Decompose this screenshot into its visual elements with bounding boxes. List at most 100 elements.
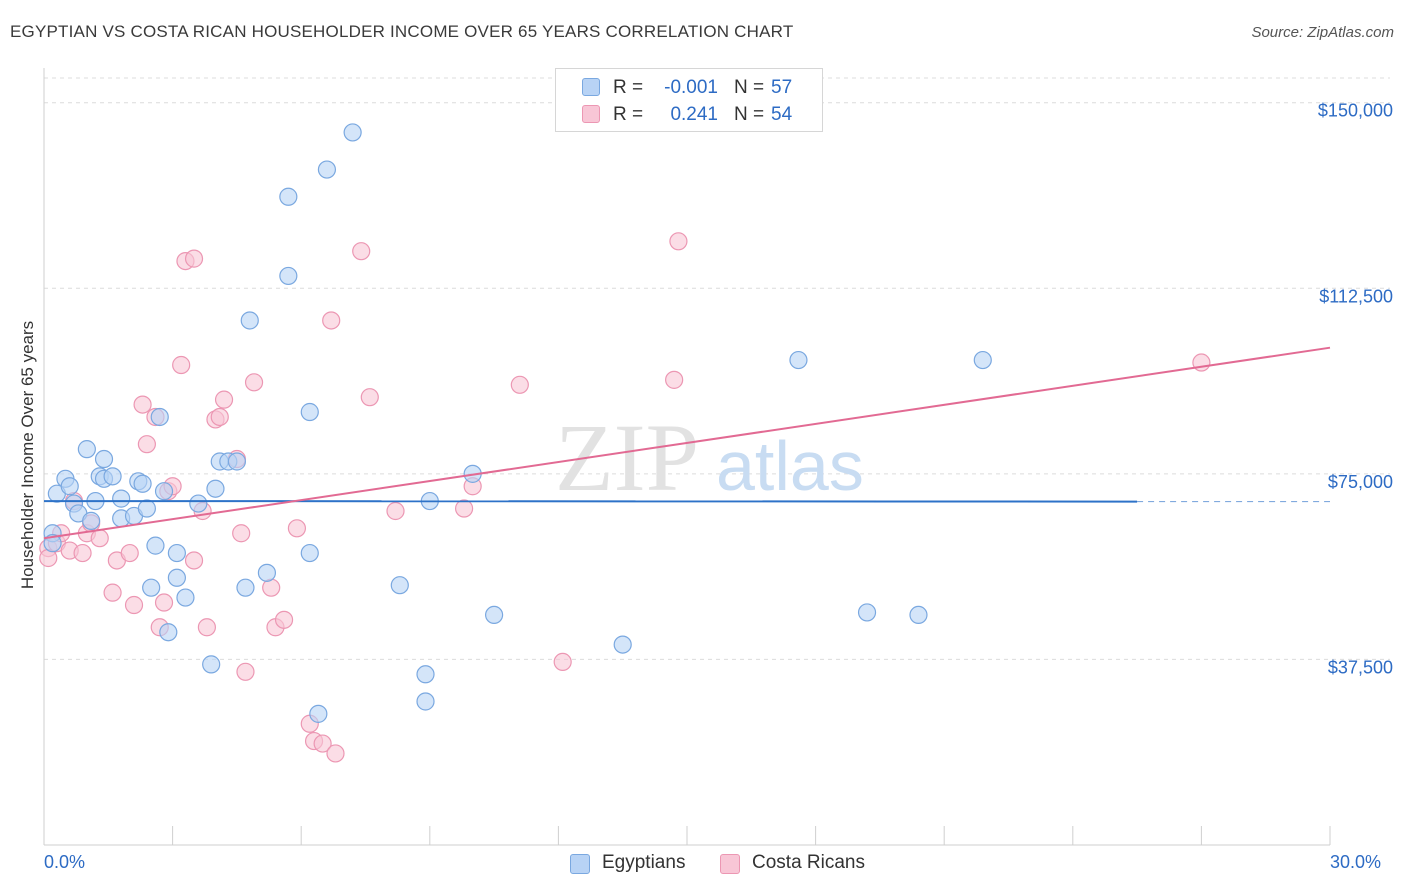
egyptian-point <box>167 568 186 587</box>
costa-rican-point <box>553 652 572 672</box>
egyptian-point <box>236 578 255 597</box>
egyptian-point <box>300 543 319 563</box>
costa-rican-point <box>665 370 684 389</box>
costa-rican-point <box>274 610 294 629</box>
costa-rican-point <box>669 232 688 251</box>
costa-rican-point <box>184 551 204 570</box>
y-tick-label: $37,500 <box>1328 657 1393 677</box>
pink-swatch <box>720 854 740 874</box>
egyptian-point <box>60 477 79 496</box>
egyptian-point <box>300 402 319 422</box>
y-tick-labels: $37,500 $75,000 $112,500 $150,000 <box>1318 101 1393 678</box>
egyptian-point <box>390 576 409 595</box>
watermark-atlas: atlas <box>716 427 864 505</box>
egyptian-point <box>789 350 808 370</box>
egyptian-point <box>176 588 195 607</box>
egyptian-point <box>159 623 178 642</box>
egyptian-point <box>317 160 337 179</box>
egyptian-point <box>857 603 877 622</box>
r-value: 0.241 <box>670 104 718 125</box>
n-label: N = <box>734 104 765 125</box>
trend-lines <box>43 346 1331 540</box>
egyptian-point <box>309 704 328 723</box>
egyptian-point <box>112 489 131 508</box>
r-value: -0.001 <box>664 77 718 98</box>
legend-row-egyptians: R = -0.001 N = 57 <box>556 74 822 100</box>
costa-rican-point <box>90 529 109 548</box>
egyptian-point <box>43 534 62 553</box>
y-tick-label: $150,000 <box>1318 101 1393 121</box>
blue-swatch <box>570 854 590 874</box>
egyptians-points <box>43 123 992 723</box>
costa-rican-point <box>454 499 474 518</box>
egyptian-point <box>167 543 186 563</box>
n-value: 57 <box>771 77 793 98</box>
chart-title: EGYPTIAN VS COSTA RICAN HOUSEHOLDER INCO… <box>10 22 794 41</box>
costa-rican-point <box>326 744 345 763</box>
egyptian-point <box>189 494 208 513</box>
costa-rican-point <box>172 355 191 375</box>
costa-rican-point <box>510 375 529 394</box>
costa-rican-point <box>360 388 379 407</box>
egyptian-point <box>416 692 435 711</box>
x-tick-label-max: 30.0% <box>1330 852 1382 872</box>
egyptian-point <box>146 536 165 555</box>
costa-rican-point <box>133 395 152 414</box>
blue-swatch <box>582 78 600 96</box>
costa-rican-point <box>313 734 332 753</box>
egyptian-point <box>257 563 277 582</box>
costa-rican-point <box>137 435 156 454</box>
egyptian-point <box>150 407 169 427</box>
costa-rican-point <box>244 373 264 392</box>
egyptian-point <box>206 479 225 498</box>
costa-rican-point <box>210 407 229 427</box>
costa-rican-point <box>287 519 307 538</box>
watermark-zip: ZIP <box>555 404 699 511</box>
costa-rican-point <box>120 543 139 563</box>
costa-rican-point <box>352 242 371 261</box>
chart-source: Source: ZipAtlas.com <box>1251 24 1394 41</box>
r-label: R = <box>613 77 644 98</box>
egyptian-point <box>77 440 96 459</box>
egyptian-point <box>94 449 114 469</box>
egyptian-point <box>142 578 161 597</box>
y-tick-label: $112,500 <box>1319 286 1393 306</box>
costa-rican-point <box>103 583 122 602</box>
costa-rican-point <box>73 543 92 563</box>
egyptian-point <box>279 187 298 206</box>
costa-rican-point <box>197 618 216 637</box>
egyptian-point <box>202 655 221 674</box>
legend-label: Egyptians <box>602 852 686 873</box>
costa-rican-point <box>322 311 341 330</box>
egyptian-point <box>82 511 101 530</box>
egyptian-point <box>485 605 504 625</box>
costa-ricans-trend-line <box>43 346 1331 540</box>
x-tick-label-min: 0.0% <box>44 852 86 872</box>
legend-label: Costa Ricans <box>752 852 865 873</box>
costa-rican-point <box>232 524 251 543</box>
n-value: 54 <box>771 104 793 125</box>
y-tick-label: $75,000 <box>1328 472 1393 492</box>
costa-rican-point <box>154 593 174 612</box>
costa-rican-point <box>236 662 255 681</box>
egyptian-point <box>133 474 152 493</box>
egyptian-point <box>154 482 174 501</box>
egyptian-point <box>137 499 156 518</box>
egyptian-point <box>343 123 362 142</box>
egyptian-point <box>973 350 992 370</box>
stats-legend: R = -0.001 N = 57 R = 0.241 N = 54 <box>555 68 823 132</box>
egyptian-point <box>613 635 632 654</box>
pink-swatch <box>582 105 600 123</box>
legend-row-costa-ricans: R = 0.241 N = 54 <box>556 101 822 127</box>
r-label: R = <box>613 104 644 125</box>
axes <box>43 68 1331 846</box>
costa-rican-point <box>214 390 234 409</box>
egyptian-point <box>279 266 298 286</box>
egyptian-point <box>909 605 928 625</box>
costa-rican-point <box>184 249 204 268</box>
costa-rican-point <box>124 595 144 615</box>
egyptian-point <box>240 311 259 330</box>
egyptian-point <box>103 467 122 486</box>
costa-rican-point <box>386 501 405 521</box>
